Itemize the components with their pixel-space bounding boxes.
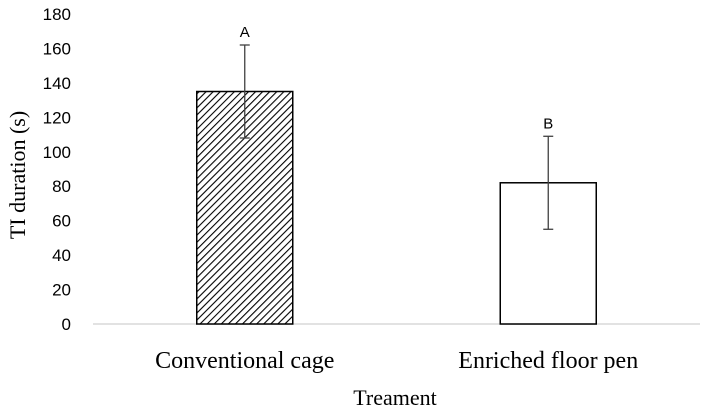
y-axis-ticks: 0 20 40 60 80 100 120 140 160 180: [43, 5, 71, 334]
x-category-label: Enriched floor pen: [458, 348, 638, 374]
category-labels: Conventional cage Enriched floor pen: [155, 348, 638, 374]
bars: [196, 90, 597, 325]
y-tick-label: 60: [52, 212, 71, 231]
error-bar: [239, 44, 250, 139]
y-tick-label: 160: [43, 39, 71, 58]
significance-labels: AB: [240, 24, 554, 132]
significance-label: A: [240, 24, 250, 41]
x-category-label: Conventional cage: [155, 348, 334, 374]
y-tick-label: 140: [43, 74, 71, 93]
y-tick-label: 100: [43, 143, 71, 162]
significance-label: B: [543, 115, 553, 132]
y-tick-label: 40: [52, 246, 71, 265]
y-axis-title: TI duration (s): [5, 111, 30, 239]
y-tick-label: 180: [43, 5, 71, 24]
x-axis-title: Treament: [353, 385, 437, 410]
y-tick-label: 20: [52, 281, 71, 300]
y-tick-label: 0: [62, 315, 71, 334]
y-tick-label: 120: [43, 108, 71, 127]
y-tick-label: 80: [52, 177, 71, 196]
error-bars: [239, 44, 554, 230]
error-bar: [543, 135, 554, 230]
